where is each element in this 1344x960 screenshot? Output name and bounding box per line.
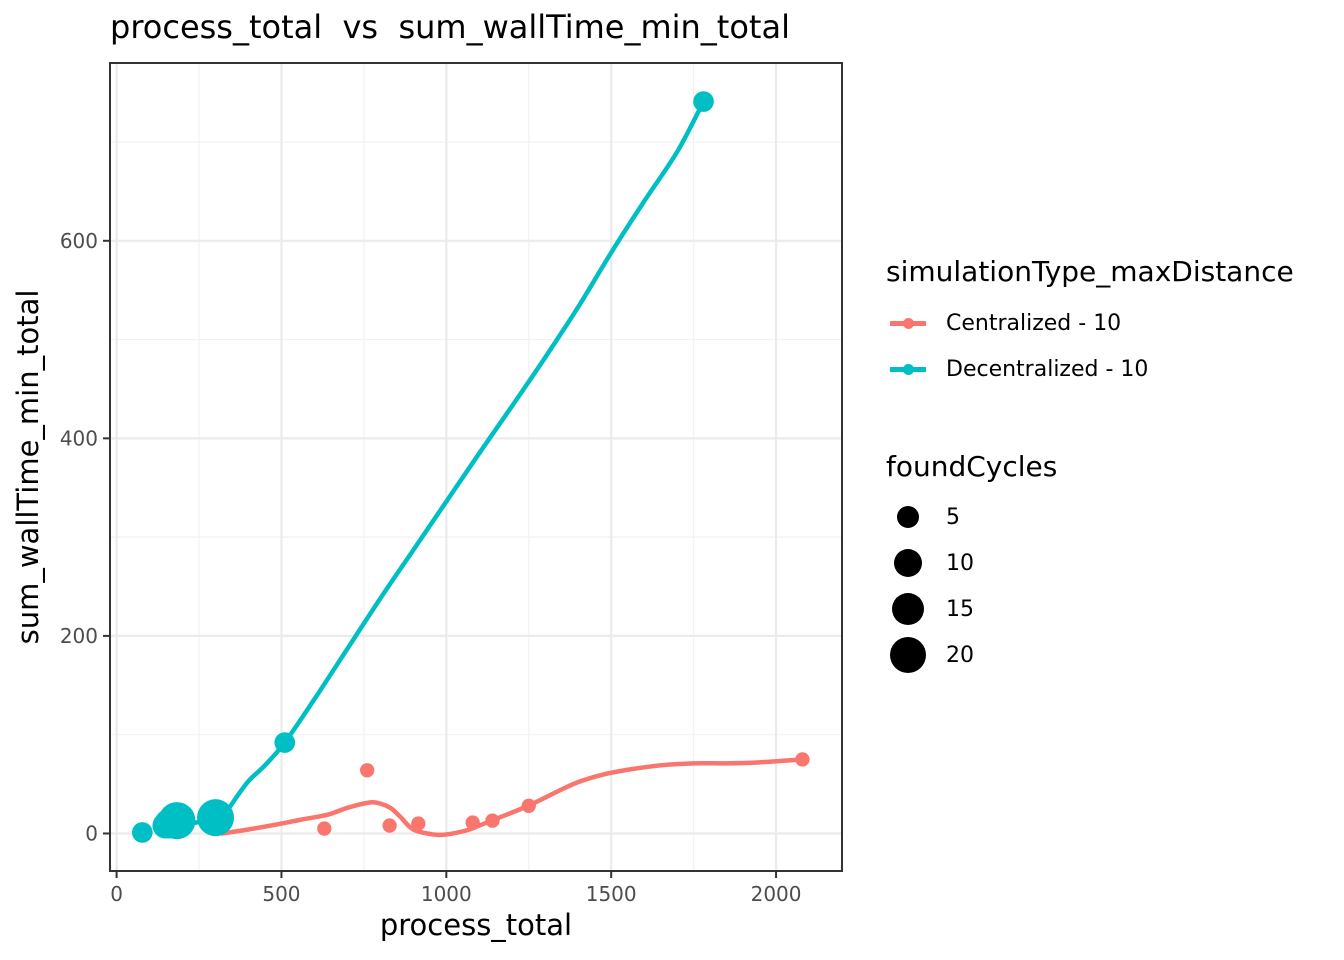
y-tick-label: 600 xyxy=(60,229,98,253)
x-tick-label: 1500 xyxy=(586,882,637,906)
y-axis-label: sum_wallTime_min_total xyxy=(11,289,45,645)
legend-item-decentralized: Decentralized - 10 xyxy=(886,349,1148,389)
legend-label: 15 xyxy=(946,596,974,622)
x-tick-label: 0 xyxy=(110,882,123,906)
legend-label: 20 xyxy=(946,642,974,668)
data-point-decentralized xyxy=(693,91,714,112)
legend-item-size-5: 5 xyxy=(886,497,960,537)
data-point-centralized xyxy=(411,816,426,831)
legend-key-centralized xyxy=(886,303,930,343)
legend-size-key xyxy=(886,497,930,537)
legend-item-size-15: 15 xyxy=(886,589,974,629)
legend-size-key xyxy=(886,635,930,675)
data-points xyxy=(131,91,810,843)
legend-label: Decentralized - 10 xyxy=(946,356,1149,382)
y-tick-label: 400 xyxy=(60,426,98,450)
y-axis-ticks: 0 200 400 600 xyxy=(60,229,110,845)
data-point-centralized xyxy=(382,818,397,833)
legend-size-title: foundCycles xyxy=(886,450,1058,483)
legend-size-key xyxy=(886,589,930,629)
legend-key-decentralized xyxy=(886,349,930,389)
data-point-decentralized xyxy=(274,732,296,753)
legend-label: Centralized - 10 xyxy=(946,310,1122,336)
data-point-centralized xyxy=(317,821,332,836)
legend-label: 10 xyxy=(946,550,974,576)
chart-title: process_total vs sum_wallTime_min_total xyxy=(110,8,790,46)
grid-major xyxy=(110,63,842,871)
data-point-centralized xyxy=(795,752,810,767)
legend-color-title: simulationType_maxDistance xyxy=(886,255,1294,288)
data-point-centralized xyxy=(465,815,480,830)
smooth-line-centralized xyxy=(219,757,805,838)
data-point-centralized xyxy=(360,763,375,778)
legend-item-centralized: Centralized - 10 xyxy=(886,303,1121,343)
size-dot-icon xyxy=(894,549,922,577)
size-dot-icon xyxy=(892,593,924,625)
plot-panel-border xyxy=(109,62,843,872)
legend-item-size-10: 10 xyxy=(886,543,974,583)
data-point-decentralized xyxy=(131,822,153,843)
smooth-lines xyxy=(160,99,805,838)
smooth-line-decentralized xyxy=(160,99,706,834)
grid-minor xyxy=(110,63,842,871)
y-tick-label: 200 xyxy=(60,624,98,648)
legend-item-size-20: 20 xyxy=(886,635,974,675)
x-axis-label: process_total xyxy=(379,908,573,942)
data-point-centralized xyxy=(485,813,500,828)
y-tick-label: 0 xyxy=(85,821,98,845)
legend-label: 5 xyxy=(946,504,960,530)
legend-size-key xyxy=(886,543,930,583)
size-dot-icon xyxy=(890,637,926,673)
x-axis-ticks: 0 500 1000 1500 2000 xyxy=(110,871,802,906)
x-tick-label: 2000 xyxy=(751,882,802,906)
x-tick-label: 500 xyxy=(262,882,300,906)
data-point-centralized xyxy=(521,798,536,813)
data-point-decentralized xyxy=(197,799,235,837)
size-dot-icon xyxy=(897,506,919,528)
data-point-decentralized xyxy=(158,802,196,840)
x-tick-label: 1000 xyxy=(421,882,472,906)
